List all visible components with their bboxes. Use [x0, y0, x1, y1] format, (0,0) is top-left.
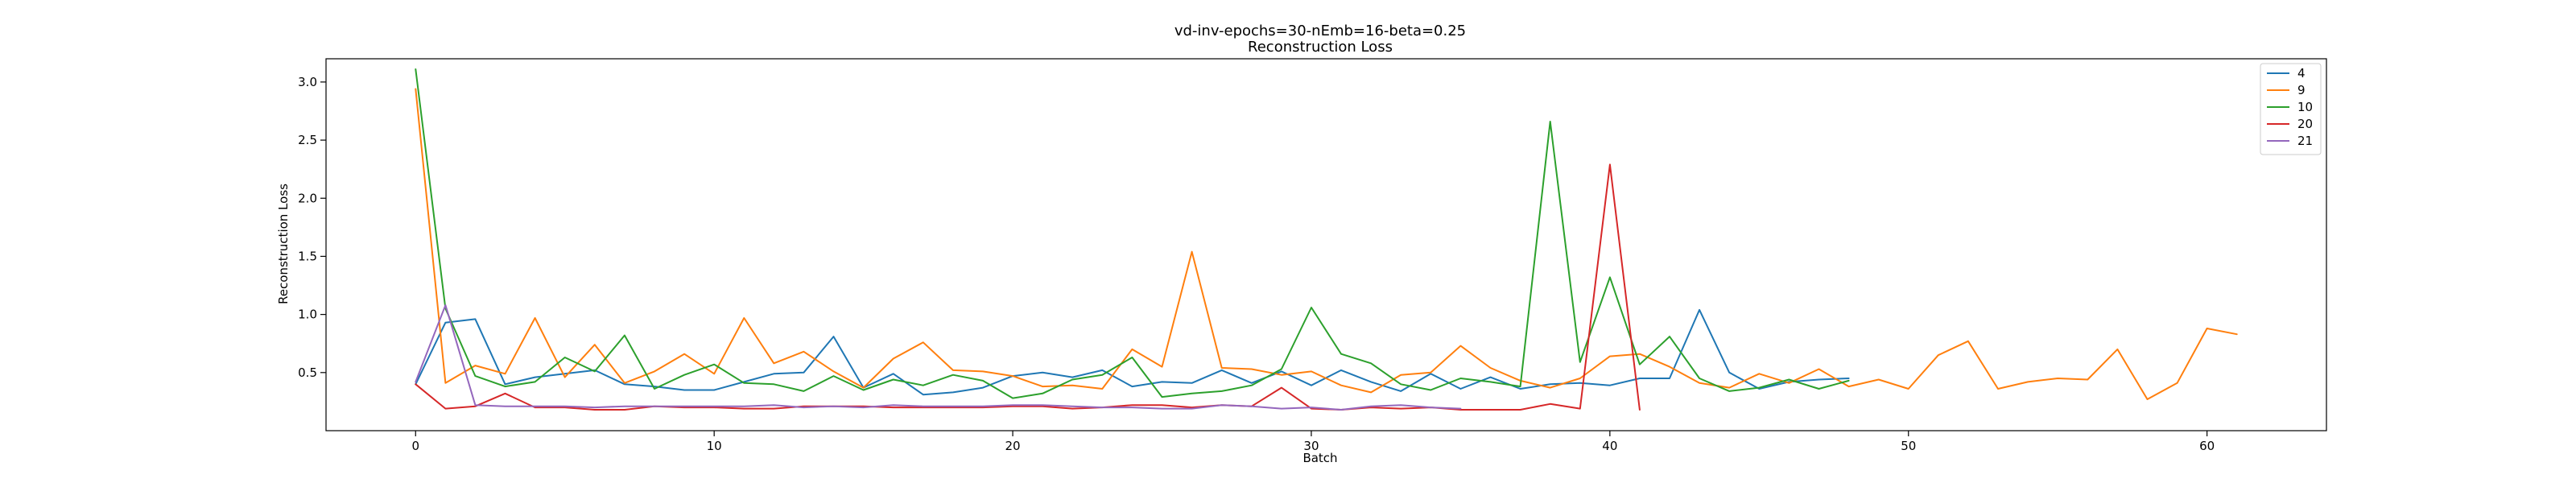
y-tick-label: 2.5: [298, 133, 317, 147]
legend-label-20: 20: [2297, 117, 2313, 131]
x-tick-label: 20: [1005, 439, 1021, 453]
x-tick-label: 40: [1602, 439, 1617, 453]
x-tick-label: 0: [411, 439, 419, 453]
legend: 4 9 10 20 21: [2260, 63, 2322, 155]
x-axis-title: Batch: [1302, 451, 1337, 465]
axes-frame: [325, 58, 2327, 431]
legend-label-21: 21: [2297, 134, 2313, 148]
y-tick-label: 3.0: [298, 75, 317, 89]
y-tick-label: 0.5: [298, 365, 317, 380]
x-tick-label: 30: [1303, 439, 1319, 453]
y-tick-label: 1.5: [298, 249, 317, 263]
series-line-9: [415, 88, 2238, 400]
plot-area: 0 10 20 30 40 50 60 0.5 1.0 1.5 2.0 2.5 3.0: [298, 58, 2327, 453]
y-axis-title: Reconstruction Loss: [276, 184, 291, 304]
series-line-4: [415, 308, 1850, 396]
series-line-21: [415, 304, 1462, 411]
x-tick-label: 60: [2199, 439, 2215, 453]
legend-box: [2260, 63, 2322, 155]
series-line-10: [415, 68, 1850, 399]
x-tick-label: 10: [707, 439, 722, 453]
legend-label-9: 9: [2297, 83, 2306, 97]
chart-title: vd-inv-epochs=30-nEmb=16-beta=0.25: [1174, 23, 1466, 39]
legend-label-4: 4: [2297, 66, 2306, 80]
y-tick-label: 2.0: [298, 191, 317, 205]
chart-subtitle: Reconstruction Loss: [1248, 39, 1393, 56]
x-tick-label: 50: [1901, 439, 1916, 453]
legend-label-10: 10: [2297, 100, 2313, 114]
y-tick-label: 1.0: [298, 308, 317, 322]
